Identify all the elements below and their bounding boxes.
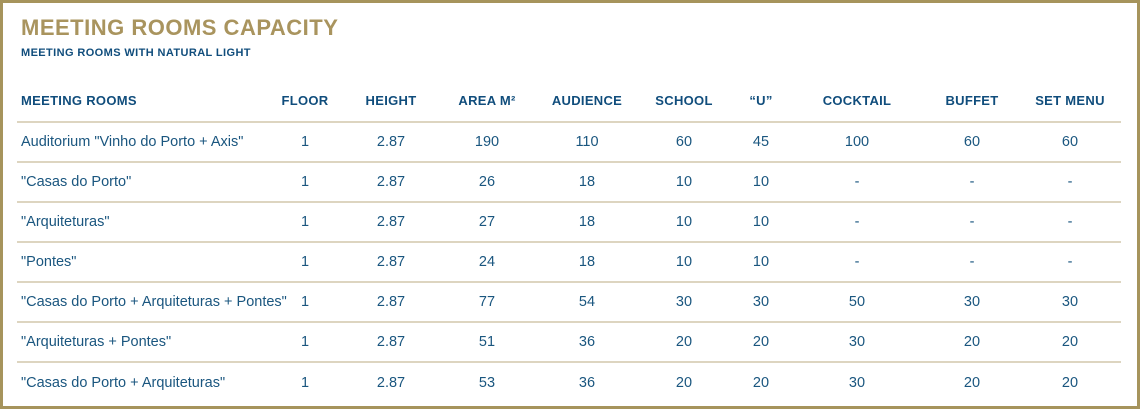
value-cell: 1 bbox=[263, 241, 347, 282]
value-cell: 26 bbox=[435, 161, 539, 202]
value-cell: 36 bbox=[539, 321, 635, 362]
value-cell: 20 bbox=[733, 321, 789, 362]
table-row: Auditorium "Vinho do Porto + Axis" 1 2.87 1… bbox=[17, 122, 1121, 162]
room-name-cell: Auditorium "Vinho do Porto + Axis" bbox=[21, 134, 244, 150]
value-cell: - bbox=[1019, 161, 1121, 202]
value-cell: - bbox=[789, 241, 925, 282]
table-row: "Arquiteturas" 1 2.87 27 18 10 10- - - bbox=[17, 201, 1121, 242]
value-cell: 54 bbox=[539, 281, 635, 322]
column-header-school: SCHOOL bbox=[635, 59, 733, 123]
value-cell: 20 bbox=[635, 361, 733, 402]
value-cell: - bbox=[925, 161, 1019, 202]
value-cell: 10 bbox=[635, 241, 733, 282]
value-cell: 77 bbox=[435, 281, 539, 322]
column-header-cocktail: COCKTAIL bbox=[789, 59, 925, 123]
value-cell: 2.87 bbox=[347, 281, 435, 322]
value-cell: 60 bbox=[675, 134, 693, 150]
table-body: Auditorium "Vinho do Porto + Axis" 1 2.87 1… bbox=[17, 122, 1121, 402]
value-cell: 20 bbox=[635, 321, 733, 362]
value-cell: 20 bbox=[925, 321, 1019, 362]
value-cell: 110 bbox=[575, 134, 599, 150]
value-cell: 20 bbox=[733, 361, 789, 402]
value-cell: 30 bbox=[789, 321, 925, 362]
value-cell: 18 bbox=[539, 241, 635, 282]
table-row: "Pontes" 1 2.87 24 18 10 10- - - bbox=[17, 241, 1121, 282]
value-cell: 1 bbox=[263, 321, 347, 362]
value-cell: 1 bbox=[300, 134, 310, 150]
value-cell: - bbox=[789, 201, 925, 242]
value-cell: 30 bbox=[733, 281, 789, 322]
room-name-cell: "Casas do Porto + Arquiteturas" bbox=[17, 361, 263, 402]
column-header-height: HEIGHT bbox=[347, 59, 435, 123]
header-row: MEETING ROOMS FLOOR HEIGHT AREA M² AUDIE… bbox=[17, 59, 1121, 123]
value-cell: 2.87 bbox=[347, 321, 435, 362]
value-cell: 1 bbox=[263, 201, 347, 242]
room-name-cell: "Arquiteturas" bbox=[17, 201, 263, 242]
value-cell: 18 bbox=[539, 161, 635, 202]
value-cell: 27 bbox=[435, 201, 539, 242]
room-name-cell: "Pontes" bbox=[17, 241, 263, 282]
value-cell: 30 bbox=[635, 281, 733, 322]
value-cell: 10 bbox=[733, 161, 789, 202]
value-cell: 2.87 bbox=[347, 241, 435, 282]
column-header-audience: AUDIENCE bbox=[539, 59, 635, 123]
value-cell: 10 bbox=[635, 161, 733, 202]
value-cell: - bbox=[1019, 201, 1121, 242]
column-header-meeting-rooms: MEETING ROOMS bbox=[17, 59, 263, 123]
value-cell: 30 bbox=[925, 281, 1019, 322]
column-header-area: AREA M² bbox=[435, 59, 539, 123]
value-cell: - bbox=[925, 201, 1019, 242]
value-cell: 24 bbox=[435, 241, 539, 282]
value-cell: 53 bbox=[435, 361, 539, 402]
value-cell: 2.87 bbox=[347, 361, 435, 402]
value-cell: - bbox=[925, 241, 1019, 282]
table-row: "Casas do Porto + Arquiteturas + Pontes"… bbox=[17, 281, 1121, 322]
capacity-table: MEETING ROOMS FLOOR HEIGHT AREA M² AUDIE… bbox=[17, 59, 1121, 402]
value-cell: 51 bbox=[435, 321, 539, 362]
value-cell: 60 bbox=[1061, 134, 1079, 150]
value-cell: 20 bbox=[1019, 321, 1121, 362]
value-cell: 2.87 bbox=[347, 201, 435, 242]
value-cell: 18 bbox=[539, 201, 635, 242]
column-header-u-shape: “U” bbox=[733, 59, 789, 123]
value-cell: 190 bbox=[474, 134, 500, 150]
column-header-buffet: BUFFET bbox=[925, 59, 1019, 123]
value-cell: 2.87 bbox=[376, 134, 406, 150]
value-cell: - bbox=[1019, 241, 1121, 282]
room-name-cell: "Casas do Porto + Arquiteturas + Pontes" bbox=[17, 281, 287, 322]
value-cell: 20 bbox=[925, 361, 1019, 402]
column-header-floor: FLOOR bbox=[263, 59, 347, 123]
room-name-cell: "Casas do Porto" bbox=[17, 161, 263, 202]
value-cell: 1 bbox=[263, 281, 347, 322]
value-cell: 1 bbox=[263, 161, 347, 202]
value-cell: 30 bbox=[789, 361, 925, 402]
page-subtitle: MEETING ROOMS WITH NATURAL LIGHT bbox=[21, 47, 251, 59]
value-cell: 45 bbox=[752, 134, 770, 150]
table-row: "Casas do Porto + Arquiteturas" 1 2.87 53 36… bbox=[17, 361, 1121, 402]
value-cell: 60 bbox=[963, 134, 981, 150]
value-cell: 36 bbox=[539, 361, 635, 402]
column-header-set-menu: SET MENU bbox=[1019, 59, 1121, 123]
value-cell: 100 bbox=[844, 134, 870, 150]
table-row: "Arquiteturas + Pontes" 1 2.87 51 36 20 20 30 20… bbox=[17, 321, 1121, 362]
table-row: "Casas do Porto" 1 2.87 26 18 10 10- - - bbox=[17, 161, 1121, 202]
value-cell: 20 bbox=[1019, 361, 1121, 402]
value-cell: - bbox=[789, 161, 925, 202]
value-cell: 1 bbox=[263, 361, 347, 402]
value-cell: 50 bbox=[789, 281, 925, 322]
value-cell: 2.87 bbox=[347, 161, 435, 202]
value-cell: 10 bbox=[733, 201, 789, 242]
value-cell: 10 bbox=[733, 241, 789, 282]
room-name-cell: "Arquiteturas + Pontes" bbox=[17, 321, 263, 362]
value-cell: 30 bbox=[1019, 281, 1121, 322]
content-area: MEETING ROOMS CAPACITY MEETING ROOMS WIT… bbox=[3, 3, 1137, 402]
value-cell: 10 bbox=[635, 201, 733, 242]
page-title: MEETING ROOMS CAPACITY bbox=[21, 15, 339, 40]
